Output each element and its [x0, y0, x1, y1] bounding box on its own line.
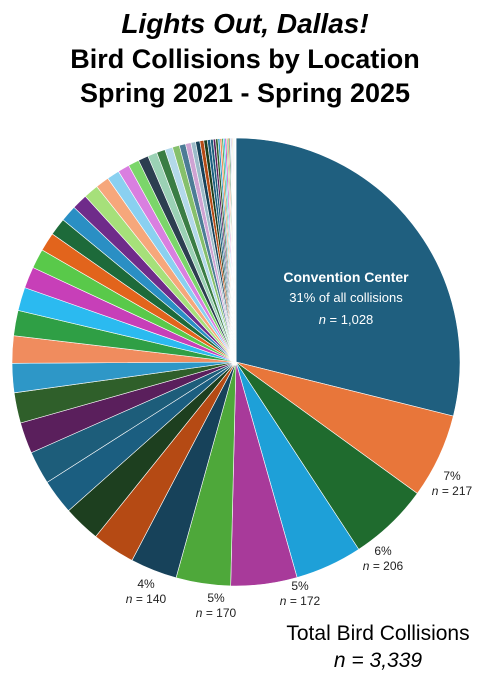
slice-label-count: n = 1,028: [319, 312, 374, 327]
pie-slice: [235, 137, 461, 417]
slice-label-name: Convention Center: [283, 269, 409, 285]
slice-label-percent: 31% of all collisions: [289, 290, 403, 305]
slice-label-count: n = 140: [126, 592, 167, 606]
slice-label-count: n = 170: [196, 606, 237, 620]
slice-label-count: n = 206: [363, 559, 404, 573]
total-collisions: Total Bird Collisions n = 3,339: [266, 620, 490, 674]
slice-label-percent: 4%: [137, 577, 155, 591]
total-collisions-value: n = 3,339: [333, 649, 423, 672]
slice-label-percent: 5%: [291, 579, 309, 593]
slice-label-count: n = 172: [280, 594, 321, 608]
chart-title-line-1: Lights Out, Dallas!: [121, 8, 369, 39]
total-collisions-label: Total Bird Collisions: [286, 622, 470, 645]
slice-label-percent: 7%: [443, 469, 461, 483]
slice-label-percent: 5%: [207, 591, 225, 605]
slice-label-count: n = 217: [432, 484, 473, 498]
chart-title-line-2: Bird Collisions by Location: [70, 44, 420, 74]
slice-label-percent: 6%: [374, 544, 392, 558]
chart-title-line-3: Spring 2021 - Spring 2025: [79, 78, 411, 108]
chart-title-block: Lights Out, Dallas! Bird Collisions by L…: [0, 6, 490, 110]
